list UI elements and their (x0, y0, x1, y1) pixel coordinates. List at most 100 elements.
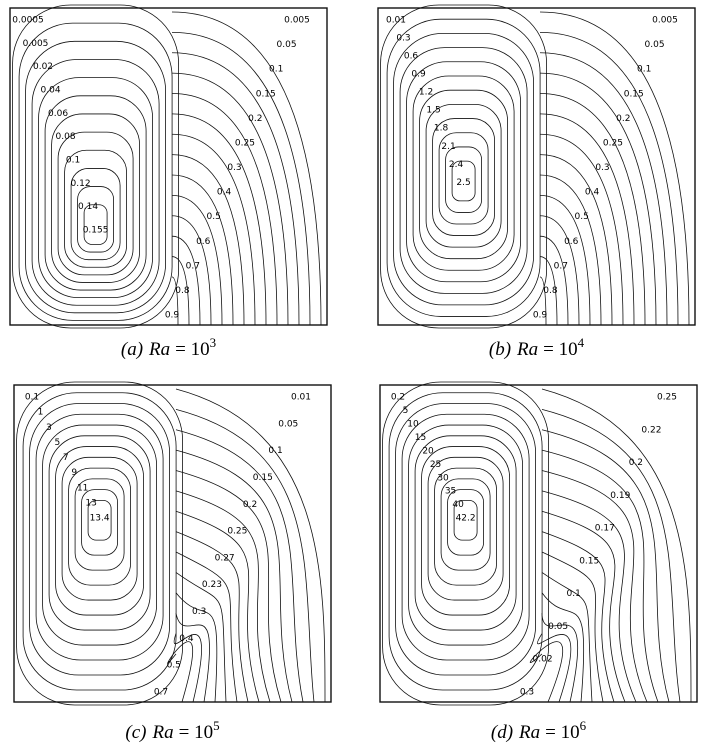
isotherm (541, 490, 637, 703)
isotherm-label: 0.23 (202, 580, 222, 590)
streamline-label: 0.02 (33, 62, 53, 72)
streamline (380, 4, 547, 329)
streamline (87, 499, 112, 541)
caption-exponent: 4 (578, 335, 585, 350)
isotherm-label: 0.4 (217, 188, 232, 198)
caption-label: (b) (489, 339, 511, 360)
isotherm (175, 490, 271, 703)
isotherm-label: 0.1 (269, 65, 283, 75)
isotherm (175, 531, 249, 703)
streamline-label: 15 (415, 433, 426, 443)
isotherm (539, 113, 635, 326)
caption-label: (d) (491, 722, 513, 743)
streamline-label: 10 (407, 419, 419, 429)
isotherm-label: 0.7 (554, 261, 568, 271)
isotherm (539, 93, 646, 326)
streamline-label: 30 (437, 473, 449, 483)
isotherm (539, 133, 624, 326)
caption: (c) Ra = 105 (125, 718, 219, 743)
isotherm (171, 154, 245, 326)
isotherm (175, 572, 227, 703)
isotherm-label: 0.5 (167, 661, 181, 671)
streamline-label: 1.2 (419, 88, 433, 98)
isotherm-label: 0.15 (253, 473, 273, 483)
isotherm-label: 0.25 (603, 138, 623, 148)
isotherm (175, 551, 238, 703)
streamline (382, 381, 549, 706)
streamline (445, 146, 482, 213)
isotherm-label: 0.22 (641, 425, 661, 435)
isotherm-label: 0.3 (595, 163, 609, 173)
streamline (44, 95, 147, 291)
isotherm (171, 235, 201, 326)
isotherm-label: 0.2 (248, 114, 262, 124)
streamline (18, 22, 173, 321)
caption-equals: = 10 (175, 339, 209, 360)
streamline (432, 118, 495, 236)
isotherm-label: 0.9 (165, 311, 180, 321)
caption-variable: Ra (148, 339, 170, 360)
streamline (386, 18, 541, 317)
isotherm-label: 0.8 (175, 286, 190, 296)
isotherm-label: 0.5 (575, 212, 589, 222)
streamline (83, 204, 108, 245)
streamline (388, 392, 543, 691)
isotherm (175, 613, 210, 703)
isotherm-label: 0.7 (186, 261, 200, 271)
isotherm-label: 0.1 (268, 446, 282, 456)
streamline-label: 0.9 (411, 70, 426, 80)
isotherm-label: 0.5 (207, 212, 221, 222)
streamline-label: 0.6 (404, 52, 419, 62)
streamline (438, 132, 489, 225)
streamline (395, 403, 536, 676)
isotherm-label: 0.8 (543, 286, 558, 296)
streamline (12, 4, 179, 329)
panel-frame (379, 384, 698, 703)
streamline (408, 424, 523, 646)
streamline-label: 11 (77, 483, 88, 493)
isotherm-label: 0.6 (564, 237, 579, 247)
streamline-label: 0.005 (23, 39, 49, 49)
isotherm-label: 0.17 (595, 524, 615, 534)
streamline (77, 186, 114, 253)
isotherm-label: 0.25 (227, 527, 247, 537)
isotherm-label: 0.25 (235, 138, 255, 148)
streamline (74, 478, 125, 571)
isotherm (541, 408, 681, 703)
streamline (419, 89, 508, 260)
streamline (61, 456, 138, 601)
caption-variable: Ra (518, 722, 540, 743)
isotherm-label: 0.1 (637, 65, 651, 75)
streamline (447, 489, 484, 556)
isotherm-label: 0.4 (585, 188, 600, 198)
streamline (412, 75, 515, 271)
isotherm-label: 0.005 (652, 16, 678, 26)
streamline (401, 413, 530, 661)
streamline (31, 59, 160, 306)
isotherm-label: 0.6 (196, 237, 211, 247)
isotherm (171, 52, 300, 326)
isotherm (173, 633, 202, 703)
streamline (406, 61, 521, 283)
streamline-label: 20 (422, 446, 434, 456)
caption-equals: = 10 (543, 339, 577, 360)
streamline (70, 168, 121, 261)
isotherm (175, 470, 282, 703)
isotherm (175, 592, 218, 703)
streamline-label: 5 (54, 438, 60, 448)
isotherm (171, 72, 289, 326)
isotherm (541, 449, 659, 703)
streamline-label: 7 (63, 453, 69, 463)
streamline (35, 413, 164, 661)
streamline (25, 40, 166, 314)
panel-frame (377, 7, 696, 326)
isotherm-label: 0.05 (277, 40, 297, 50)
isotherm-label: 0.3 (520, 688, 534, 698)
isotherm-label: 0.3 (227, 163, 241, 173)
streamline-label: 0.0005 (12, 16, 44, 26)
streamline (16, 381, 183, 706)
isotherm (539, 11, 690, 326)
streamline (55, 446, 144, 616)
streamline-label: 1.8 (434, 124, 449, 134)
isotherm (171, 215, 212, 326)
